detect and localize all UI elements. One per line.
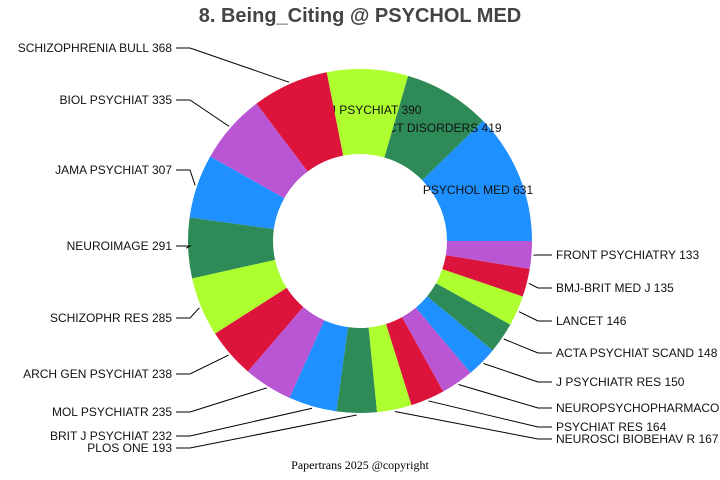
slice-label: BIOL PSYCHIAT 335 (60, 93, 173, 107)
slice-label: ARCH GEN PSYCHIAT 238 (23, 367, 172, 381)
donut-slice (188, 217, 276, 279)
leader-line (483, 363, 552, 383)
donut-slice (415, 296, 493, 373)
donut-slice (247, 306, 325, 398)
slice-label: JAMA PSYCHIAT 307 (55, 163, 172, 177)
donut-slice (422, 120, 532, 241)
slice-label: J PSYCHIATR RES 150 (556, 375, 685, 389)
chart-title: 8. Being_Citing @ PSYCHOL MED (198, 5, 522, 27)
leader-line (176, 47, 290, 83)
leader-line (176, 407, 313, 437)
slice-label: SCHIZOPHRENIA BULL 368 (18, 41, 173, 55)
leader-line (176, 307, 200, 319)
donut-slice (192, 259, 287, 334)
slice-label: NEUROIMAGE 291 (67, 239, 173, 253)
donut-slice (384, 75, 484, 181)
slice-label: PSYCHIAT RES 164 (556, 420, 667, 434)
donut-slice (326, 69, 409, 158)
donut-slice (336, 327, 378, 413)
donut-slice (189, 156, 285, 230)
leader-line (176, 99, 230, 127)
donut-slice (442, 255, 530, 297)
donut-slice (215, 287, 304, 372)
donut-slice (436, 269, 523, 325)
slice-label: PLOS ONE 193 (87, 441, 172, 455)
leader-line (528, 282, 552, 289)
leader-line (176, 354, 229, 375)
slice-label: NEUROSCI BIOBEHAV R 167 (556, 432, 719, 446)
leader-line (503, 338, 552, 354)
donut-slice (402, 307, 471, 392)
leader-line (518, 311, 552, 322)
donut-slice (289, 320, 349, 412)
donut-slice (256, 72, 344, 172)
donut-slice (386, 317, 444, 406)
leader-line (394, 410, 552, 440)
leader-line (176, 245, 192, 249)
donut-slice (445, 241, 532, 269)
leader-line (176, 414, 357, 449)
donut-slice (368, 324, 412, 413)
leader-line (176, 169, 196, 186)
slice-label: PSYCHOL MED 631 (423, 183, 534, 197)
copyright-footer: Papertrans 2025 @copyright (291, 458, 429, 472)
leader-line (176, 387, 267, 413)
donut-slice (210, 103, 308, 199)
leader-line (428, 400, 552, 428)
slice-label: BRIT J PSYCHIAT 232 (50, 429, 172, 443)
slice-label: ACTA PSYCHIAT SCAND 148 (556, 346, 718, 360)
slice-label: SCHIZOPHR RES 285 (50, 311, 172, 325)
donut-slice (427, 283, 511, 351)
slice-label: MOL PSYCHIATR 235 (52, 405, 172, 419)
slice-label: NEUROPSYCHOPHARMACO (556, 401, 719, 415)
slice-label: LANCET 146 (556, 314, 627, 328)
slice-label: BMJ-BRIT MED J 135 (556, 281, 674, 295)
slice-label: FRONT PSYCHIATRY 133 (556, 248, 699, 262)
slice-label: AM J PSYCHIAT 390 (309, 103, 422, 117)
leader-line (458, 383, 552, 409)
